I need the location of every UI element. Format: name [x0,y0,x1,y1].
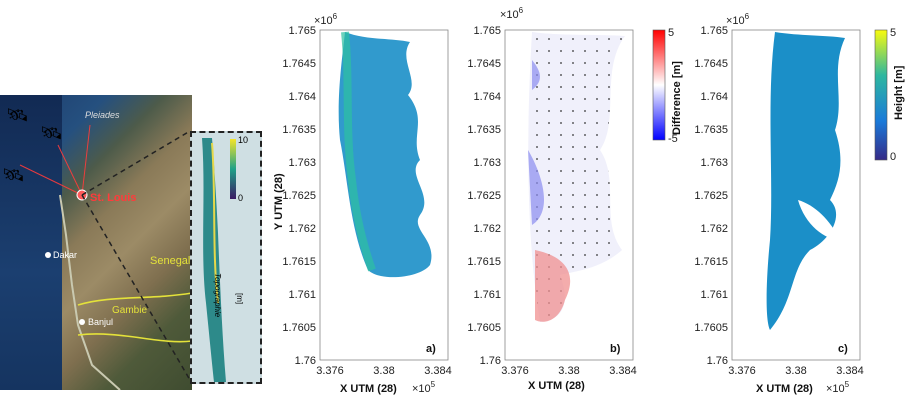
colorbar-diff-max: 5 [668,27,674,39]
colorbar-diff-label: Difference [m] [671,61,683,135]
ytick-label: 1.7645 [694,58,728,70]
panel-a-xexp: ×105 [412,380,436,395]
panel-a-shoreline [338,32,432,278]
panel-a-tag: a) [426,343,436,355]
panels-figure: a) b) 5 -5 Difference [m] c) 5 0 Height … [273,6,905,395]
ytick-label: 1.7605 [467,322,501,334]
colorbar-height-label: Height [m] [893,65,905,120]
xtick-label: 3.384 [609,365,637,377]
ytick-label: 1.764 [700,91,728,103]
country-border [77,292,192,343]
satellite-beam [19,124,91,197]
panel-c-height [766,32,845,330]
colorbar-height-min: 0 [890,151,896,163]
xtick-label: 3.38 [558,365,579,377]
xtick-label: 3.38 [785,365,806,377]
ytick-label: 1.7645 [282,58,316,70]
inset-tick-max: 10 [238,135,249,145]
xtick-label: 3.376 [501,365,529,377]
ytick-label: 1.762 [473,223,501,235]
satellite-icon-3: 🛰 [2,165,25,185]
ytick-label: 1.761 [473,289,501,301]
ytick-label: 1.765 [288,25,316,37]
inset-unit: [m] [235,293,244,305]
ytick-label: 1.761 [700,289,728,301]
satellite-map: 🛰 🛰 🛰 Pleiades St. Louis Dakar Banjul Se… [0,95,192,390]
inset-tick-min: 0 [238,193,244,203]
xtick-label: 3.376 [728,365,756,377]
banjul-marker [79,319,85,325]
inset-label: Topographie [213,273,222,318]
satellite-label: Pleiades [85,110,120,120]
ytick-label: 1.764 [473,91,501,103]
ytick-label: 1.76 [707,355,728,367]
panel-b-yexp: ×106 [500,6,524,21]
panel-b-positive-area [535,250,571,322]
xtick-label: 3.384 [424,365,452,377]
ytick-label: 1.7645 [467,58,501,70]
coastline [59,194,121,390]
panel-c-yexp: ×106 [726,12,750,27]
colorbar-height [874,29,888,161]
ytick-label: 1.762 [288,223,316,235]
xtick-label: 3.376 [316,365,344,377]
panel-c-xlabel: X UTM (28) [756,383,813,395]
xtick-label: 3.384 [836,365,864,377]
panel-b-tag: b) [610,343,621,355]
axis-ticks: 1.7651.76451.7641.76351.7631.76251.7621.… [282,25,863,377]
panel-a-yexp: ×106 [314,12,338,27]
country-gambia: Gambie [112,305,148,316]
zoom-lines [81,130,191,381]
country-senegal: Senegal [150,255,191,267]
city-dakar: Dakar [53,250,78,260]
ytick-label: 1.7615 [282,256,316,268]
ytick-label: 1.763 [700,157,728,169]
ocean-area [0,95,62,390]
satellite-icon: 🛰 [6,105,29,125]
ytick-label: 1.76 [480,355,501,367]
satellite-icon-2: 🛰 [40,123,63,143]
city-st-louis: St. Louis [90,192,137,204]
ytick-label: 1.764 [288,91,316,103]
panel-a-xlabel: X UTM (28) [340,383,397,395]
ytick-label: 1.7615 [694,256,728,268]
ytick-label: 1.7635 [282,124,316,136]
colorbar-height-max: 5 [890,27,896,39]
ytick-label: 1.7635 [467,124,501,136]
inset-image [192,133,260,382]
ytick-label: 1.765 [700,25,728,37]
dakar-marker [45,252,51,258]
ytick-label: 1.7605 [282,322,316,334]
ytick-label: 1.762 [700,223,728,235]
ytick-label: 1.7625 [467,190,501,202]
panel-c-xexp: ×105 [826,380,850,395]
xtick-label: 3.38 [373,365,394,377]
panel-a-ylabel: Y UTM (28) [273,173,285,230]
colorbar-difference [652,29,666,141]
ytick-label: 1.7625 [694,190,728,202]
ytick-label: 1.7635 [694,124,728,136]
ytick-label: 1.76 [295,355,316,367]
ytick-label: 1.7615 [467,256,501,268]
ytick-label: 1.763 [473,157,501,169]
ytick-label: 1.763 [288,157,316,169]
panel-b-xlabel: X UTM (28) [528,380,585,392]
panel-c-tag: c) [838,343,848,355]
topography-inset: 10 0 Topographie [m] [190,131,262,384]
ytick-label: 1.7605 [694,322,728,334]
ytick-label: 1.765 [473,25,501,37]
city-banjul: Banjul [88,317,114,327]
ytick-label: 1.7625 [282,190,316,202]
inset-colorbar [230,139,236,199]
colorbar-diff-min: -5 [668,133,678,145]
ytick-label: 1.761 [288,289,316,301]
